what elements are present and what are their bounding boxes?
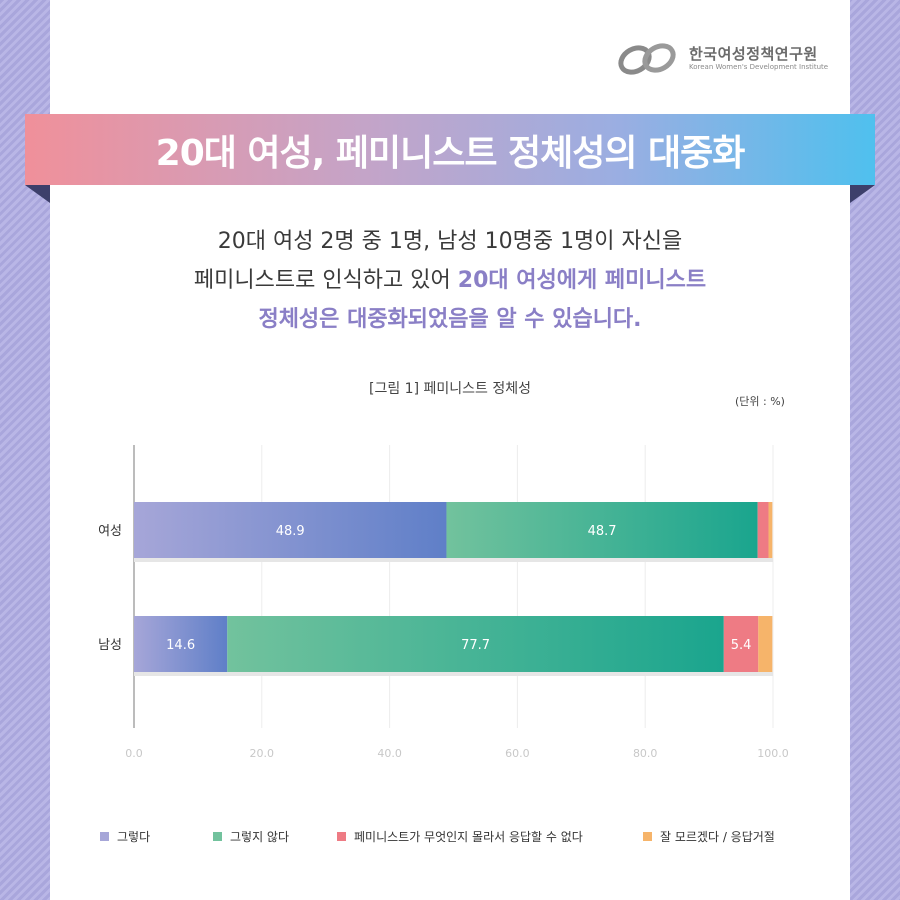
x-tick-label: 40.0 bbox=[377, 747, 402, 760]
legend-swatch bbox=[213, 832, 222, 841]
bar-segment bbox=[723, 616, 759, 672]
title-ribbon: 20대 여성, 페미니스트 정체성의 대중화 bbox=[25, 114, 875, 185]
data-label: 48.7 bbox=[588, 524, 617, 539]
chart-title: [그림 1] 페미니스트 정체성 bbox=[369, 381, 531, 397]
chart-unit: (단위 : %) bbox=[735, 395, 785, 408]
data-label: 14.6 bbox=[166, 638, 195, 653]
bar-segment bbox=[446, 502, 758, 558]
x-tick-label: 20.0 bbox=[250, 747, 275, 760]
bar-segment bbox=[134, 616, 228, 672]
ribbon-fold-left bbox=[25, 185, 50, 203]
bar-segment bbox=[227, 616, 724, 672]
kwdi-logo-mark-icon bbox=[618, 43, 676, 75]
bar-segment bbox=[134, 502, 447, 558]
data-label: 5.4 bbox=[731, 638, 752, 653]
legend-label: 그렇다 bbox=[117, 830, 151, 844]
legend-label: 페미니스트가 무엇인지 몰라서 응답할 수 없다 bbox=[354, 830, 583, 844]
intro-line-2: 페미니스트로 인식하고 있어 20대 여성에게 페미니스트 bbox=[50, 261, 850, 300]
x-tick-label: 60.0 bbox=[505, 747, 530, 760]
bar-segment bbox=[757, 502, 769, 558]
legend-swatch bbox=[337, 832, 346, 841]
category-label: 여성 bbox=[98, 524, 122, 539]
grid-layer bbox=[133, 445, 774, 728]
legend-label: 잘 모르겠다 / 응답거절 bbox=[660, 830, 775, 844]
legend-item: 페미니스트가 무엇인지 몰라서 응답할 수 없다 bbox=[337, 828, 583, 845]
bar-shadow bbox=[134, 558, 773, 562]
legend-swatch bbox=[100, 832, 109, 841]
legend-item: 잘 모르겠다 / 응답거절 bbox=[643, 828, 775, 845]
x-tick-label: 0.0 bbox=[125, 747, 143, 760]
legend-item: 그렇지 않다 bbox=[213, 828, 289, 845]
legend-item: 그렇다 bbox=[100, 828, 150, 845]
data-label: 48.9 bbox=[276, 524, 305, 539]
data-label: 2.2 bbox=[783, 638, 804, 653]
logo-english-name: Korean Women's Development Institute bbox=[689, 63, 829, 71]
intro-line-3-highlight: 정체성은 대중화되었음을 알 수 있습니다. bbox=[258, 307, 642, 332]
intro-line-1: 20대 여성 2명 중 1명, 남성 10명중 1명이 자신을 bbox=[217, 229, 683, 254]
intro-line-2-highlight: 20대 여성에게 페미니스트 bbox=[457, 268, 707, 293]
legend-label: 그렇지 않다 bbox=[230, 830, 290, 844]
ribbon-fold-right bbox=[850, 185, 875, 203]
category-label: 남성 bbox=[98, 638, 122, 653]
intro-line-2-normal: 페미니스트로 인식하고 있어 bbox=[193, 268, 458, 293]
data-label: 1.7 bbox=[749, 481, 770, 496]
bar-layer bbox=[134, 502, 773, 676]
chart-legend: 그렇다 그렇지 않다 페미니스트가 무엇인지 몰라서 응답할 수 없다 잘 모르겠다 … bbox=[0, 828, 900, 848]
bar-segment bbox=[758, 616, 773, 672]
bar-shadow bbox=[134, 672, 773, 676]
legend-swatch bbox=[643, 832, 652, 841]
data-label: 77.7 bbox=[461, 638, 490, 653]
bar-segment bbox=[768, 502, 773, 558]
intro-text: 20대 여성 2명 중 1명, 남성 10명중 1명이 자신을 페미니스트로 인… bbox=[50, 222, 850, 339]
x-tick-label: 100.0 bbox=[757, 747, 789, 760]
x-tick-label: 80.0 bbox=[633, 747, 658, 760]
page-title: 20대 여성, 페미니스트 정체성의 대중화 bbox=[155, 132, 746, 174]
kwdi-logo: 한국여성정책연구원 Korean Women's Development Ins… bbox=[615, 40, 835, 80]
data-label: 0.6 bbox=[783, 524, 804, 539]
logo-korean-name: 한국여성정책연구원 bbox=[689, 45, 818, 63]
